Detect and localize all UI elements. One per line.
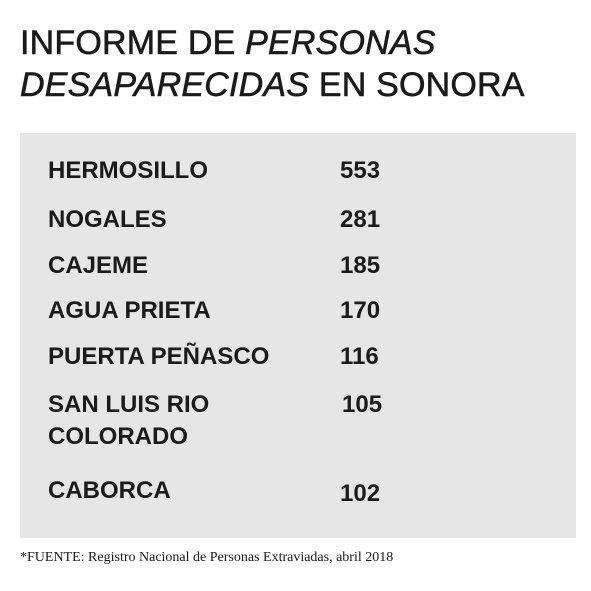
- city-name: CAJEME: [48, 252, 149, 279]
- city-name-line-1: SAN LUIS RIO: [48, 391, 210, 418]
- title-part-3: DESAPARECIDAS: [20, 66, 310, 105]
- missing-count: 170: [340, 297, 381, 324]
- city-name: HERMOSILLO: [48, 157, 208, 184]
- title-part-1: INFORME DE: [20, 24, 246, 63]
- city-name: AGUA PRIETA: [48, 297, 211, 324]
- city-name: CABORCA: [48, 477, 171, 504]
- source-note: *FUENTE: Registro Nacional de Personas E…: [20, 550, 394, 565]
- missing-count: 105: [342, 391, 383, 418]
- missing-count: 116: [340, 343, 379, 370]
- missing-count: 185: [340, 252, 381, 279]
- title-part-2: PERSONAS: [245, 24, 436, 63]
- city-name: PUERTA PEÑASCO: [48, 343, 270, 370]
- data-panel: HERMOSILLO 553 NOGALES 281 CAJEME 185 AG…: [20, 133, 576, 538]
- missing-count: 553: [340, 157, 381, 184]
- missing-count: 281: [340, 206, 381, 233]
- title-part-4: EN SONORA: [309, 66, 525, 105]
- city-name-line-2: COLORADO: [48, 423, 188, 450]
- missing-count: 102: [340, 480, 381, 507]
- page-title: INFORME DE PERSONAS DESAPARECIDAS EN SONO…: [20, 22, 525, 106]
- city-name: NOGALES: [48, 206, 167, 233]
- city-name: SAN LUIS RIO COLORADO: [48, 389, 328, 453]
